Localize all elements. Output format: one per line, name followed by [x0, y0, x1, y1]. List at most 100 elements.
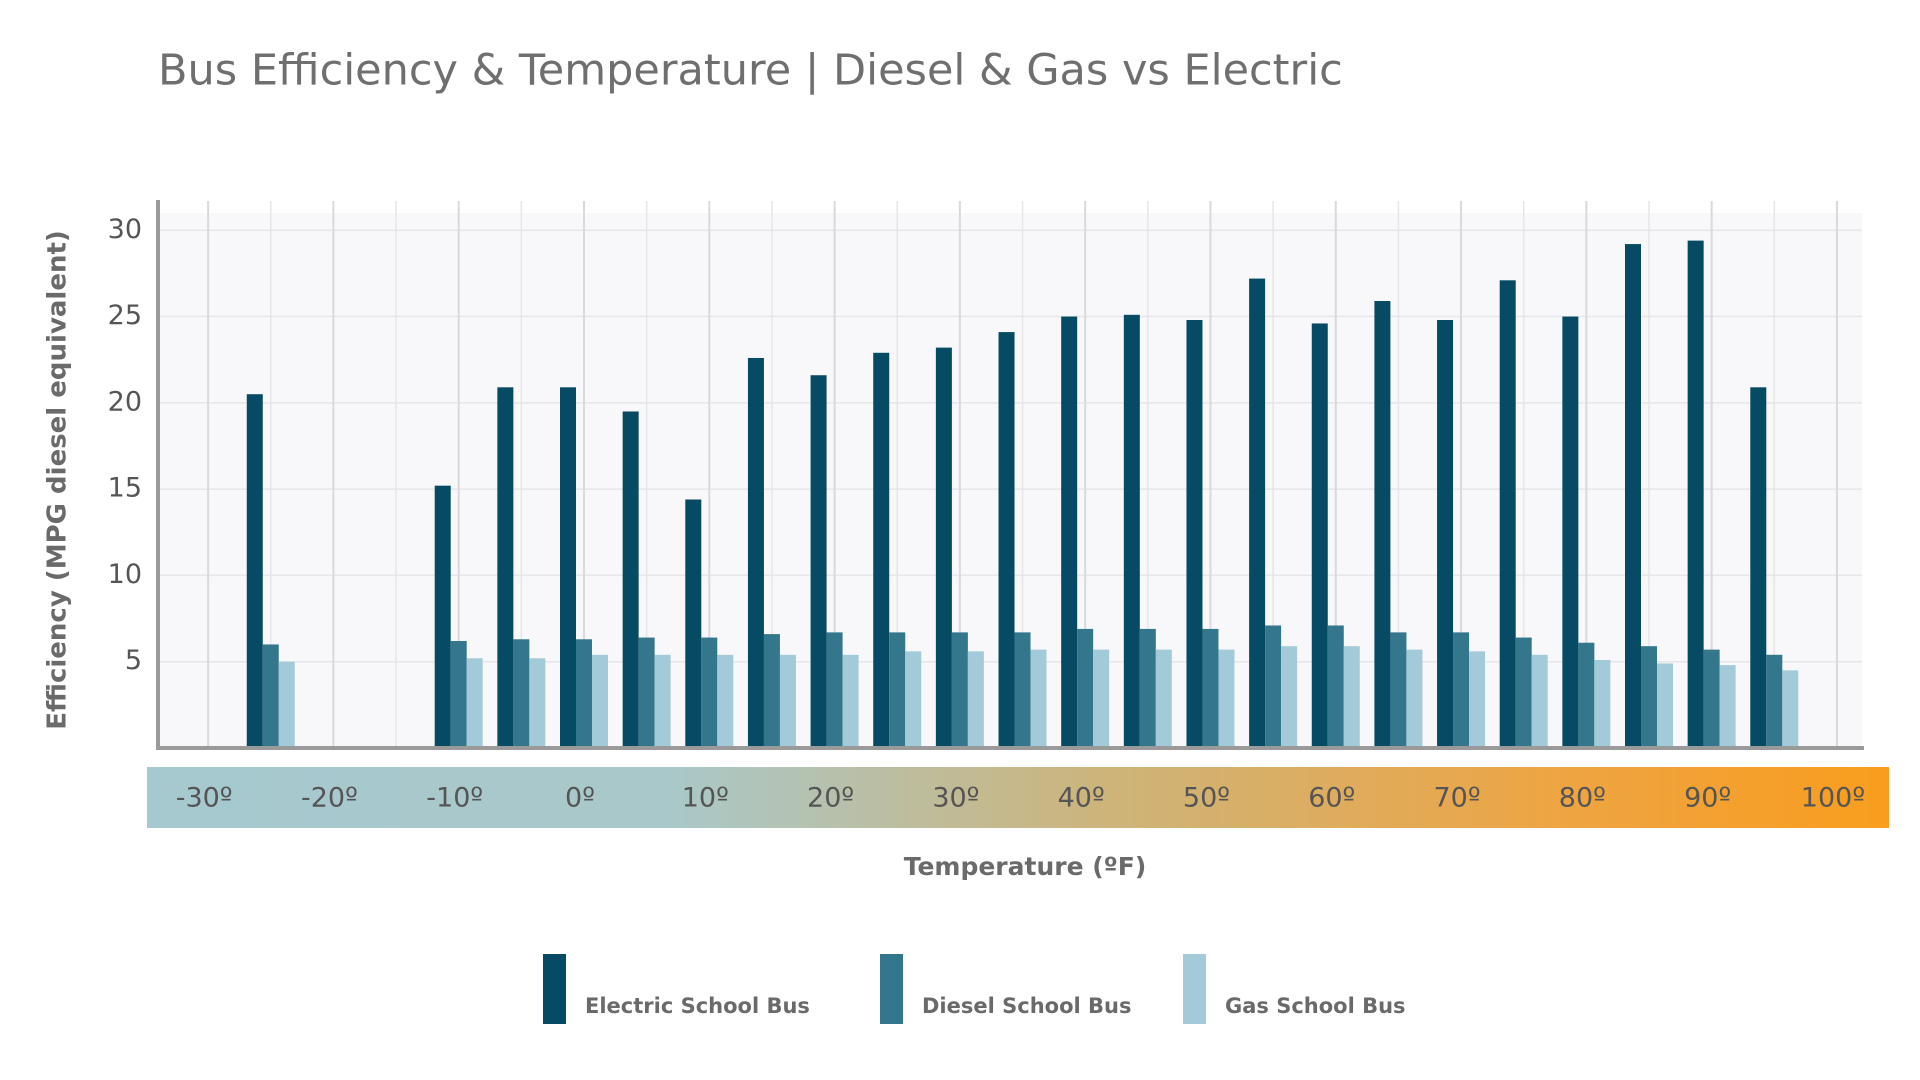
bar — [497, 387, 514, 748]
legend-label: Electric School Bus — [585, 994, 810, 1018]
bar — [278, 661, 295, 748]
x-tick-label: 80º — [1559, 783, 1606, 814]
bar — [434, 485, 451, 748]
y-tick-label: 15 — [108, 473, 142, 504]
bar — [1061, 316, 1078, 748]
bar — [1202, 628, 1219, 748]
x-tick-label: 20º — [807, 783, 854, 814]
x-tick-label: 0º — [565, 783, 595, 814]
x-tick-label: 60º — [1308, 783, 1355, 814]
bar — [1578, 642, 1595, 748]
y-tick-label: 20 — [108, 386, 142, 417]
bar — [810, 375, 827, 748]
bar — [529, 658, 546, 748]
legend-swatch — [1183, 954, 1206, 1024]
bar — [1625, 244, 1641, 748]
x-tick-label: 50º — [1183, 783, 1230, 814]
bar — [576, 639, 592, 748]
bar — [1437, 320, 1454, 748]
bar — [622, 411, 639, 748]
bar — [1218, 649, 1235, 748]
legend-swatch — [880, 954, 903, 1024]
bar — [1311, 323, 1328, 748]
bar — [842, 654, 859, 748]
x-tick-label: 100º — [1801, 783, 1865, 814]
x-tick-label: 10º — [682, 783, 729, 814]
bar — [1687, 240, 1704, 748]
bar — [1766, 654, 1783, 748]
bar — [1281, 646, 1298, 748]
bar — [1703, 649, 1720, 748]
bar — [1499, 280, 1516, 748]
bar — [1249, 278, 1266, 748]
y-tick-label: 25 — [108, 300, 142, 331]
bar — [1077, 628, 1094, 748]
bar — [262, 644, 279, 748]
y-tick-label: 5 — [125, 645, 142, 676]
bar — [1030, 649, 1047, 748]
bar — [1139, 628, 1156, 748]
bar — [1390, 632, 1407, 748]
y-axis-label: Efficiency (MPG diesel equivalent) — [43, 230, 73, 730]
bar — [466, 658, 483, 748]
bar — [998, 332, 1015, 748]
x-tick-label: -10º — [426, 783, 483, 814]
bar — [873, 352, 890, 748]
bar — [747, 357, 764, 748]
bar — [905, 651, 922, 748]
x-axis-label: Temperature (ºF) — [904, 852, 1147, 881]
bar — [1782, 670, 1799, 748]
y-tick-label: 10 — [108, 559, 142, 590]
bar — [1406, 649, 1423, 748]
x-tick-label: 90º — [1684, 783, 1731, 814]
legend: Electric School Bus Diesel School Bus Gas … — [543, 954, 1406, 1024]
bar — [1641, 646, 1657, 748]
bar — [1562, 316, 1579, 748]
bar — [1123, 314, 1140, 748]
bar — [1515, 637, 1532, 748]
legend-swatch — [543, 954, 566, 1024]
x-tick-label: -20º — [301, 783, 358, 814]
bar — [1469, 651, 1486, 748]
bar — [638, 637, 655, 748]
bar — [889, 632, 906, 748]
bar — [951, 632, 968, 748]
bar — [1014, 632, 1031, 748]
bar — [685, 499, 702, 748]
bar — [967, 651, 984, 748]
tick-labels: 5 10 15 20 25 30 -30º -20º -10º 0º 10º 20º 30º 40º 50º… — [108, 214, 1865, 814]
bar — [1343, 646, 1360, 748]
bar — [1374, 301, 1391, 748]
chart-title: Bus Efficiency & Temperature | Diesel & … — [158, 46, 1343, 96]
bar — [1265, 625, 1282, 748]
bar — [1750, 387, 1767, 748]
y-tick-label: 30 — [108, 214, 142, 245]
bar — [1155, 649, 1172, 748]
bar — [560, 387, 576, 748]
bar — [1453, 632, 1470, 748]
x-tick-label: -30º — [176, 783, 233, 814]
bar — [513, 639, 530, 748]
bars — [246, 240, 1799, 748]
x-tick-label: 70º — [1434, 783, 1481, 814]
x-tick-label: 30º — [932, 783, 979, 814]
legend-label: Gas School Bus — [1225, 994, 1406, 1018]
bar — [592, 654, 608, 748]
bar — [779, 654, 796, 748]
bar — [1327, 625, 1344, 748]
bar — [1719, 665, 1736, 748]
bar — [763, 634, 780, 748]
bar — [1531, 654, 1548, 748]
bar — [1186, 320, 1203, 748]
temperature-band — [147, 767, 1889, 828]
bar — [246, 394, 263, 748]
bar — [450, 641, 467, 748]
bar — [654, 654, 671, 748]
bar — [1594, 659, 1611, 748]
bar — [935, 347, 952, 748]
legend-label: Diesel School Bus — [922, 994, 1131, 1018]
bar — [1657, 663, 1673, 748]
bar — [826, 632, 843, 748]
bar — [1093, 649, 1110, 748]
